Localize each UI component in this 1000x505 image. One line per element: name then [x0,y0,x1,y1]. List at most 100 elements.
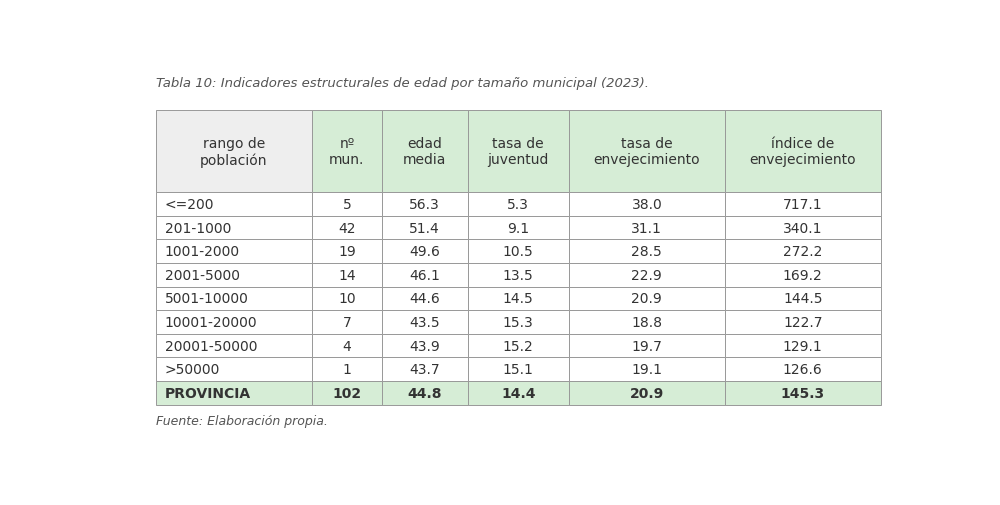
Text: 46.1: 46.1 [409,268,440,282]
Text: 44.8: 44.8 [408,386,442,400]
Bar [725,287,881,311]
Text: 7: 7 [343,315,351,329]
Bar [382,381,468,405]
Text: nº
mun.: nº mun. [329,137,365,167]
Bar [156,334,312,358]
Bar [725,216,881,240]
Text: 129.1: 129.1 [783,339,823,353]
Text: Fuente: Elaboración propia.: Fuente: Elaboración propia. [156,415,328,427]
Bar [725,311,881,334]
Text: 28.5: 28.5 [632,245,662,259]
Text: 43.9: 43.9 [409,339,440,353]
Text: 144.5: 144.5 [783,292,822,306]
Text: 122.7: 122.7 [783,315,822,329]
Bar [312,240,382,264]
Bar [569,264,725,287]
Text: 31.1: 31.1 [631,221,662,235]
Text: 10001-20000: 10001-20000 [165,315,257,329]
Text: 19.7: 19.7 [631,339,662,353]
Text: 20001-50000: 20001-50000 [165,339,257,353]
Text: 14.5: 14.5 [503,292,534,306]
Bar [569,334,725,358]
Bar [156,193,312,216]
Bar [569,358,725,381]
Bar [312,264,382,287]
Bar [725,334,881,358]
Bar [156,287,312,311]
Text: PROVINCIA: PROVINCIA [165,386,251,400]
Text: 9.1: 9.1 [507,221,529,235]
Bar [156,358,312,381]
Bar [156,216,312,240]
Bar [382,287,468,311]
Bar [569,381,725,405]
Bar [312,111,382,193]
Text: 14: 14 [338,268,356,282]
Text: 15.2: 15.2 [503,339,534,353]
Bar [569,216,725,240]
Text: 10: 10 [338,292,356,306]
Text: 340.1: 340.1 [783,221,822,235]
Bar [468,193,569,216]
Bar [382,334,468,358]
Bar [569,311,725,334]
Text: 169.2: 169.2 [783,268,823,282]
Bar [725,240,881,264]
Text: Tabla 10: Indicadores estructurales de edad por tamaño municipal (2023).: Tabla 10: Indicadores estructurales de e… [156,77,649,90]
Text: índice de
envejecimiento: índice de envejecimiento [749,137,856,167]
Bar [312,334,382,358]
Bar [382,264,468,287]
Text: 717.1: 717.1 [783,197,823,212]
Bar [156,111,312,193]
Text: 1: 1 [342,363,351,376]
Text: 43.7: 43.7 [410,363,440,376]
Bar [382,311,468,334]
Text: 20.9: 20.9 [630,386,664,400]
Text: tasa de
envejecimiento: tasa de envejecimiento [594,137,700,167]
Bar [312,287,382,311]
Bar [468,311,569,334]
Bar [569,111,725,193]
Bar [468,264,569,287]
Text: rango de
población: rango de población [200,137,268,167]
Text: 126.6: 126.6 [783,363,823,376]
Text: 5001-10000: 5001-10000 [165,292,249,306]
Bar [468,111,569,193]
Bar [725,193,881,216]
Text: 145.3: 145.3 [781,386,825,400]
Text: tasa de
juventud: tasa de juventud [488,137,549,167]
Text: 13.5: 13.5 [503,268,534,282]
Bar [725,111,881,193]
Bar [725,381,881,405]
Text: 44.6: 44.6 [409,292,440,306]
Text: 51.4: 51.4 [409,221,440,235]
Bar [725,358,881,381]
Text: 10.5: 10.5 [503,245,534,259]
Text: edad
media: edad media [403,137,446,167]
Text: 19: 19 [338,245,356,259]
Text: 272.2: 272.2 [783,245,822,259]
Text: 15.3: 15.3 [503,315,534,329]
Bar [382,193,468,216]
Bar [468,358,569,381]
Text: 4: 4 [343,339,351,353]
Bar [468,240,569,264]
Bar [312,216,382,240]
Bar [156,381,312,405]
Bar [468,287,569,311]
Bar [468,381,569,405]
Bar [468,334,569,358]
Bar [569,240,725,264]
Text: 43.5: 43.5 [410,315,440,329]
Text: 49.6: 49.6 [409,245,440,259]
Text: 42: 42 [338,221,356,235]
Bar [382,240,468,264]
Bar [382,358,468,381]
Text: 15.1: 15.1 [503,363,534,376]
Bar [382,216,468,240]
Text: 22.9: 22.9 [632,268,662,282]
Bar [312,358,382,381]
Bar [569,193,725,216]
Text: 5.3: 5.3 [507,197,529,212]
Text: 201-1000: 201-1000 [165,221,231,235]
